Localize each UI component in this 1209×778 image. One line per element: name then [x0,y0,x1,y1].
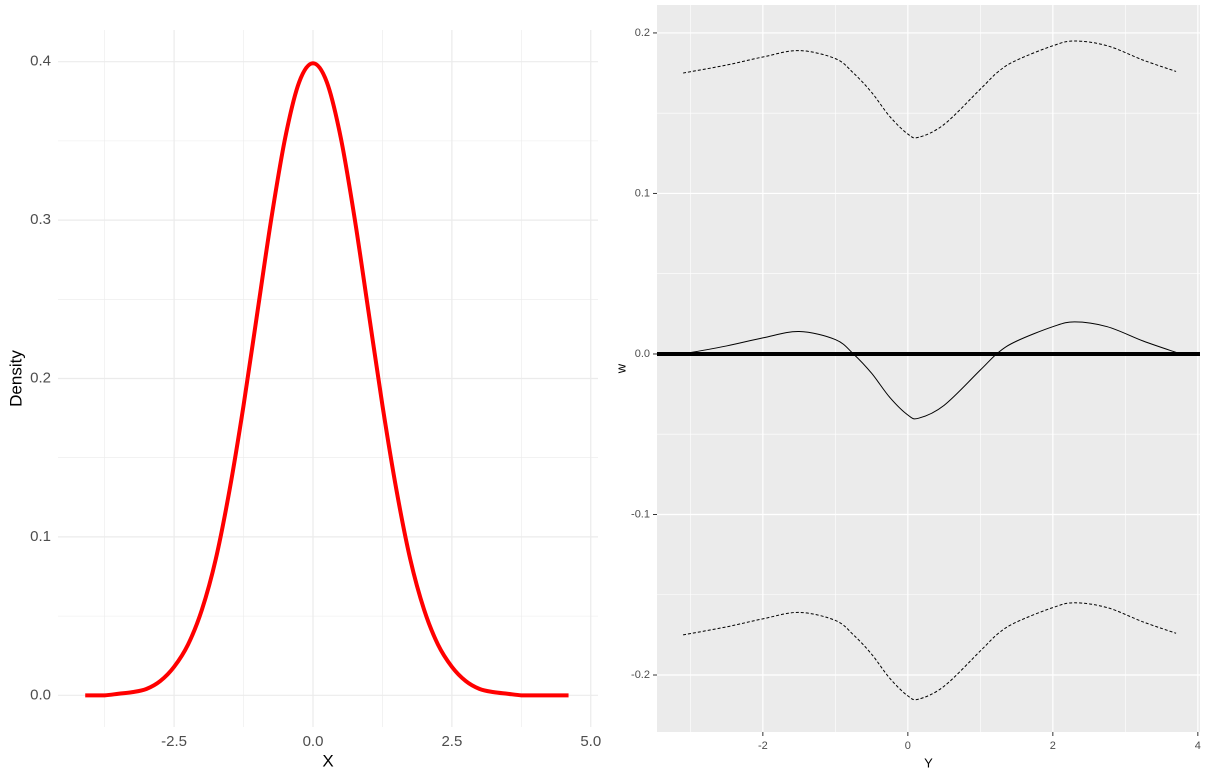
y-tick-label: 0.2 [635,27,650,39]
y-tick-label: 0.4 [30,53,51,70]
x-axis-title: Y [924,755,933,770]
x-tick-label: -2.5 [161,733,187,750]
x-tick-label: 0 [905,740,911,752]
series-line [683,40,1177,139]
y-tick-label: -0.1 [631,508,650,520]
series-line [85,61,569,698]
x-tick-label: 5.0 [580,733,601,750]
y-axis-title: Density [6,350,25,407]
x-tick-label: 2.5 [441,733,462,750]
y-tick-label: 0.1 [30,528,51,545]
y-tick-label: 0.2 [30,369,51,386]
y-axis-title: w [613,363,628,374]
x-axis-title: X [322,751,333,770]
plot-background [657,5,1200,732]
y-tick-label: 0.0 [30,686,51,703]
y-tick-label: 0.3 [30,211,51,228]
y-tick-label: -0.2 [631,669,650,681]
x-tick-label: 0.0 [303,733,324,750]
y-tick-label: 0.1 [635,187,650,199]
x-tick-label: -2 [758,740,768,752]
x-tick-label: 2 [1050,740,1056,752]
series-line [683,602,1177,701]
series-line [683,321,1177,420]
y-tick-label: 0.0 [635,348,650,360]
x-tick-label: 4 [1195,740,1201,752]
